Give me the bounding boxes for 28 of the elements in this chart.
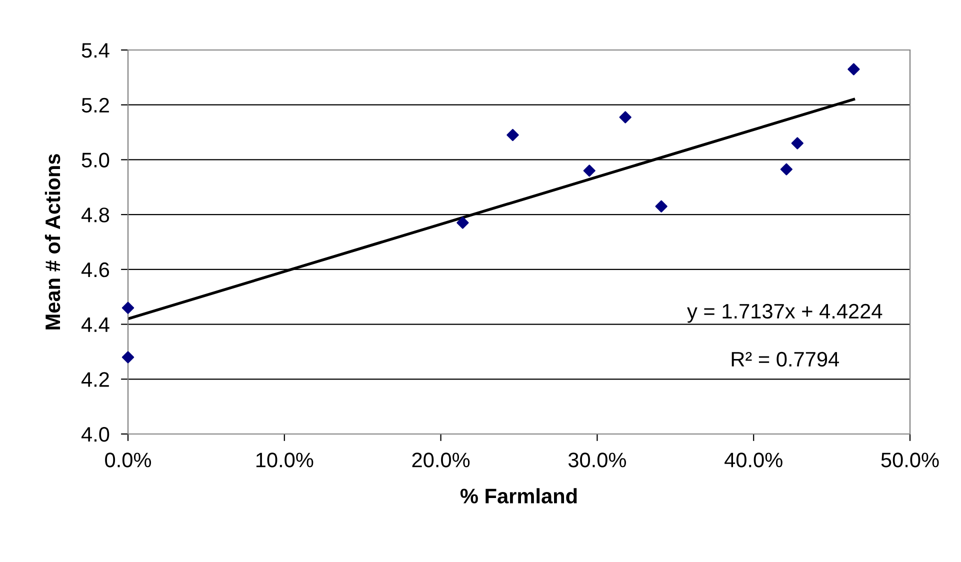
point xyxy=(655,200,668,212)
point xyxy=(506,128,519,142)
annotation: R² = 0.7794 xyxy=(732,352,839,367)
y-tick-label: 4.6 xyxy=(81,262,110,278)
x-tick-label: 0.0% xyxy=(105,452,152,468)
point xyxy=(848,63,860,76)
y-axis-title: Mean # of Actions xyxy=(44,154,60,330)
point xyxy=(619,111,632,124)
point xyxy=(456,216,469,229)
y-tick-label: 5.0 xyxy=(82,152,110,168)
y-tick-label: 4.2 xyxy=(81,372,109,387)
y-tick-label: 4.4 xyxy=(81,318,110,332)
y-tick-label: 4.8 xyxy=(81,208,110,222)
x-tick-label: 10.0% xyxy=(256,452,314,468)
x-tick-label: 40.0% xyxy=(724,452,782,468)
point xyxy=(780,163,793,176)
point xyxy=(791,137,804,150)
x-axis-title: % Farmland xyxy=(460,488,577,504)
point xyxy=(122,351,134,364)
point xyxy=(122,302,134,314)
annotation: y = 1.7137x + 4.4224 xyxy=(687,304,882,323)
y-tick-label: 4.0 xyxy=(81,427,110,442)
x-tick-label: 20.0% xyxy=(412,452,470,468)
x-tick-label: 50.0% xyxy=(881,452,939,468)
y-tick-label: 5.4 xyxy=(82,43,110,58)
x-tick-label: 30.0% xyxy=(568,452,626,468)
y-tick-label: 5.2 xyxy=(82,98,109,113)
point xyxy=(583,164,596,177)
